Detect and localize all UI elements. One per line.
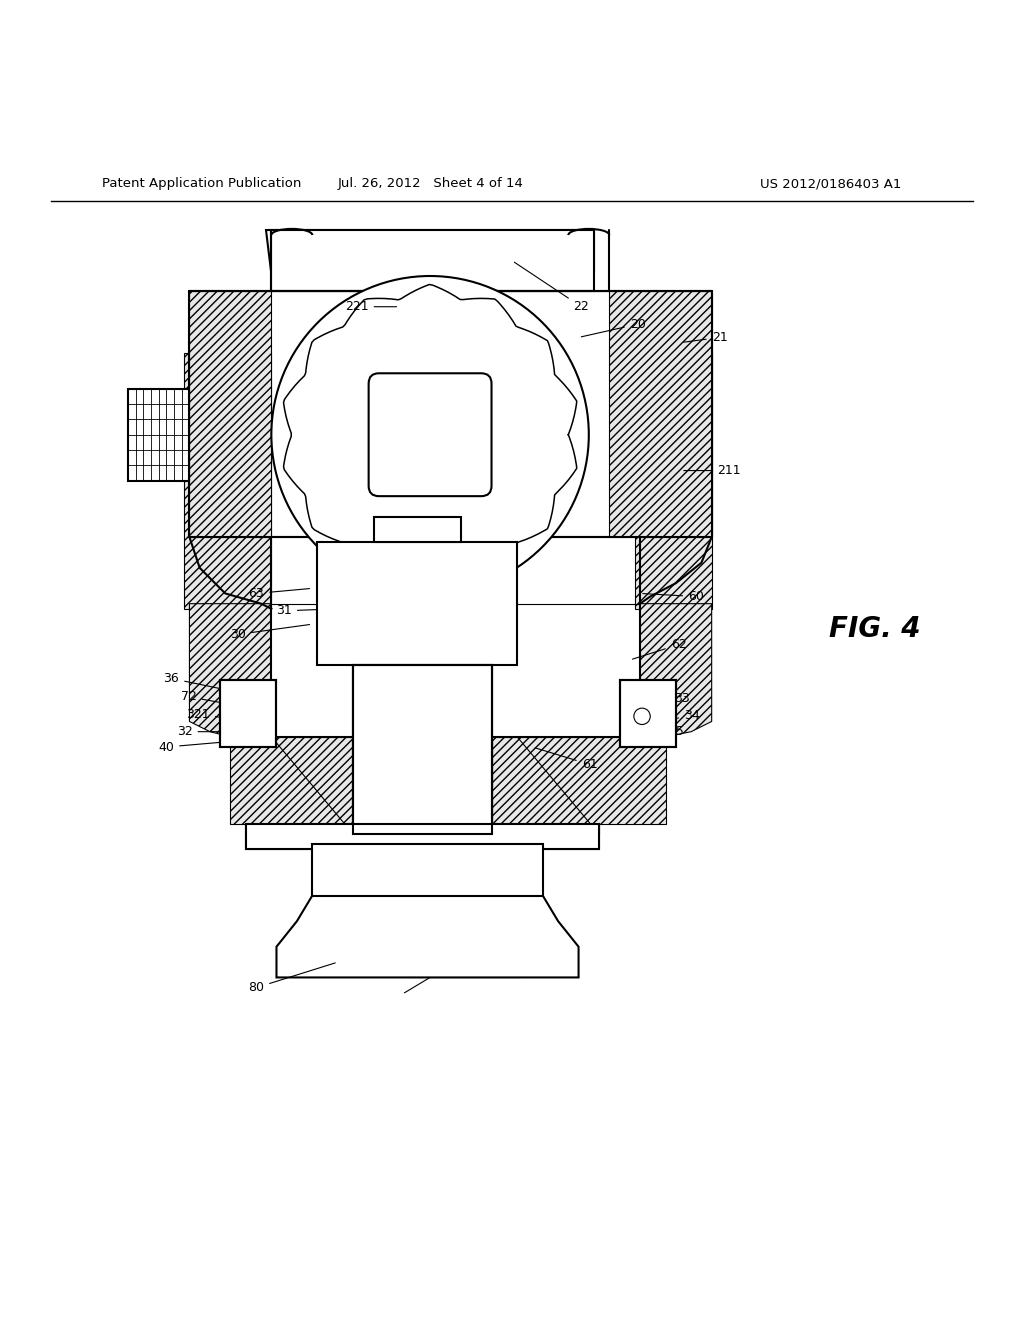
Bar: [312, 845, 543, 895]
Bar: [317, 543, 517, 665]
Circle shape: [307, 312, 553, 557]
Text: 211: 211: [684, 465, 740, 477]
Text: 63: 63: [249, 587, 309, 599]
Text: Jul. 26, 2012   Sheet 4 of 14: Jul. 26, 2012 Sheet 4 of 14: [337, 177, 523, 190]
Bar: [374, 516, 461, 543]
Bar: [220, 681, 276, 747]
Polygon shape: [189, 603, 271, 737]
Polygon shape: [284, 285, 577, 585]
Circle shape: [271, 276, 589, 594]
Text: 22: 22: [514, 263, 589, 313]
Polygon shape: [609, 292, 712, 537]
Polygon shape: [220, 681, 276, 747]
Bar: [246, 824, 599, 850]
Bar: [353, 665, 492, 834]
Bar: [128, 388, 189, 480]
Bar: [353, 665, 492, 834]
Polygon shape: [620, 681, 676, 747]
Polygon shape: [189, 292, 271, 537]
Text: 34: 34: [653, 709, 699, 723]
Text: 36: 36: [164, 672, 227, 690]
Polygon shape: [266, 230, 594, 271]
Text: 21: 21: [684, 331, 727, 345]
Text: 31: 31: [276, 605, 335, 618]
Text: 40: 40: [158, 741, 222, 754]
Text: FIG. 4: FIG. 4: [829, 615, 921, 643]
Polygon shape: [353, 665, 492, 834]
Text: 20: 20: [582, 318, 646, 337]
Polygon shape: [276, 895, 579, 977]
Text: 61: 61: [536, 748, 597, 771]
FancyBboxPatch shape: [369, 374, 492, 496]
Bar: [220, 681, 276, 747]
Text: 35: 35: [643, 725, 684, 738]
Bar: [620, 681, 676, 747]
Text: Patent Application Publication: Patent Application Publication: [102, 177, 302, 190]
Text: 221: 221: [345, 300, 396, 313]
Polygon shape: [492, 737, 666, 834]
Circle shape: [634, 708, 650, 725]
Polygon shape: [635, 352, 712, 609]
Polygon shape: [230, 737, 353, 834]
Polygon shape: [184, 352, 271, 609]
Polygon shape: [640, 603, 712, 737]
Text: 62: 62: [633, 638, 686, 659]
Text: 80: 80: [248, 962, 335, 994]
Text: 30: 30: [229, 624, 309, 642]
Text: US 2012/0186403 A1: US 2012/0186403 A1: [760, 177, 901, 190]
Text: 60: 60: [643, 590, 705, 603]
Text: 32: 32: [177, 725, 238, 738]
Text: 72: 72: [180, 690, 238, 706]
Text: 321: 321: [186, 708, 248, 721]
Bar: [620, 681, 676, 747]
Text: 33: 33: [643, 693, 689, 708]
Bar: [271, 230, 594, 292]
